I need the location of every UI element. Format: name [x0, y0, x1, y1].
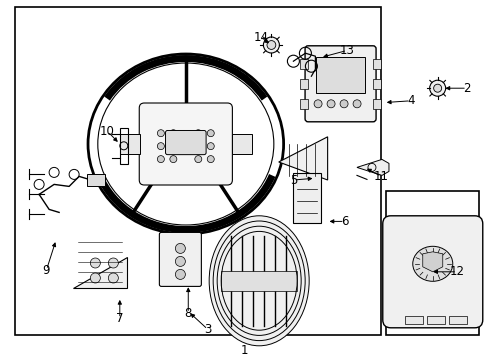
Circle shape: [175, 243, 185, 253]
Bar: [372, 99, 380, 109]
Circle shape: [157, 143, 164, 150]
FancyBboxPatch shape: [165, 130, 205, 155]
Text: 4: 4: [406, 94, 414, 107]
Circle shape: [169, 156, 177, 163]
Polygon shape: [278, 137, 327, 180]
Circle shape: [207, 156, 214, 163]
Bar: [300, 99, 307, 109]
FancyBboxPatch shape: [139, 103, 232, 185]
Polygon shape: [356, 159, 388, 175]
Ellipse shape: [209, 216, 308, 346]
FancyBboxPatch shape: [382, 216, 482, 328]
Text: 2: 2: [462, 82, 470, 95]
Circle shape: [90, 258, 100, 268]
Text: 14: 14: [254, 31, 268, 44]
Circle shape: [175, 269, 185, 279]
Text: 6: 6: [340, 215, 348, 228]
Circle shape: [108, 273, 118, 283]
Bar: [448, 316, 466, 324]
Circle shape: [339, 100, 347, 108]
Circle shape: [108, 258, 118, 268]
Bar: [120, 128, 127, 164]
Circle shape: [263, 37, 279, 53]
FancyBboxPatch shape: [305, 46, 375, 122]
Bar: [372, 79, 380, 89]
Circle shape: [326, 100, 334, 108]
Text: 7: 7: [116, 312, 123, 325]
Circle shape: [194, 130, 202, 137]
Circle shape: [429, 80, 445, 96]
Circle shape: [266, 41, 275, 49]
Bar: [15, 7, 381, 335]
Bar: [87, 174, 105, 186]
Circle shape: [194, 143, 202, 150]
Circle shape: [157, 130, 164, 137]
FancyBboxPatch shape: [315, 57, 365, 93]
Text: 9: 9: [42, 264, 50, 276]
FancyBboxPatch shape: [159, 233, 201, 287]
Bar: [293, 173, 321, 223]
Polygon shape: [73, 257, 127, 288]
Bar: [221, 271, 297, 291]
Circle shape: [169, 130, 177, 137]
Text: 8: 8: [184, 307, 192, 320]
Ellipse shape: [412, 246, 452, 281]
Circle shape: [313, 100, 322, 108]
Circle shape: [90, 273, 100, 283]
Bar: [300, 79, 307, 89]
Circle shape: [207, 130, 214, 137]
Circle shape: [169, 143, 177, 150]
Bar: [404, 316, 422, 324]
Bar: [300, 59, 307, 69]
Bar: [426, 316, 444, 324]
Text: 12: 12: [449, 265, 464, 278]
Polygon shape: [120, 134, 140, 154]
Circle shape: [194, 156, 202, 163]
Text: 5: 5: [289, 174, 297, 186]
Text: 10: 10: [100, 125, 115, 138]
Bar: [372, 59, 380, 69]
Polygon shape: [422, 252, 442, 272]
Bar: [386, 191, 478, 335]
Circle shape: [352, 100, 360, 108]
Circle shape: [157, 156, 164, 163]
Text: 3: 3: [203, 323, 211, 336]
Polygon shape: [231, 134, 251, 154]
Circle shape: [207, 143, 214, 150]
Circle shape: [175, 256, 185, 266]
Text: 11: 11: [373, 170, 388, 183]
Text: 1: 1: [240, 345, 248, 357]
Circle shape: [433, 84, 441, 92]
Text: 13: 13: [339, 44, 354, 57]
